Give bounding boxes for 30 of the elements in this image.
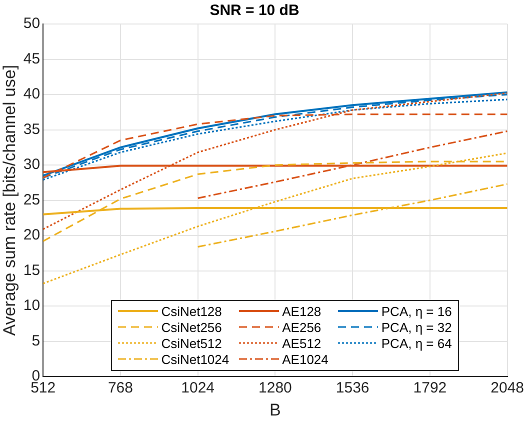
y-tick-label: 15 bbox=[23, 262, 40, 279]
y-tick-label: 45 bbox=[23, 50, 40, 68]
y-tick-label: 50 bbox=[23, 15, 40, 32]
y-tick-label: 5 bbox=[32, 332, 40, 350]
legend-label: PCA, η = 64 bbox=[381, 336, 452, 351]
legend-label: CsiNet128 bbox=[161, 304, 222, 319]
legend-label: CsiNet1024 bbox=[161, 352, 230, 367]
legend-label: AE1024 bbox=[282, 352, 328, 367]
y-tick-label: 35 bbox=[23, 120, 40, 138]
legend-label: PCA, η = 32 bbox=[381, 320, 452, 335]
y-tick-label: 20 bbox=[23, 226, 40, 244]
legend-label: CsiNet256 bbox=[161, 320, 222, 335]
y-tick-label: 10 bbox=[23, 297, 40, 314]
chart-title: SNR = 10 dB bbox=[210, 2, 300, 20]
y-tick-label: 30 bbox=[23, 156, 40, 174]
legend-label: AE512 bbox=[282, 336, 322, 351]
x-tick-label: 768 bbox=[108, 380, 133, 397]
x-tick-label: 1792 bbox=[413, 380, 447, 397]
x-tick-label: 2048 bbox=[490, 380, 524, 397]
y-axis-title: Average sum rate [bits/channel use] bbox=[0, 64, 19, 336]
x-tick-label: 1536 bbox=[336, 380, 370, 397]
x-axis-title: B bbox=[270, 400, 281, 420]
y-tick-label: 25 bbox=[23, 191, 40, 208]
x-tick-label: 1280 bbox=[258, 380, 292, 397]
x-tick-label: 1024 bbox=[181, 380, 215, 397]
legend-label: AE128 bbox=[282, 304, 322, 319]
legend-label: CsiNet512 bbox=[161, 336, 222, 351]
y-tick-label: 40 bbox=[23, 86, 40, 103]
legend-label: AE256 bbox=[282, 320, 322, 335]
legend-label: PCA, η = 16 bbox=[381, 304, 452, 319]
